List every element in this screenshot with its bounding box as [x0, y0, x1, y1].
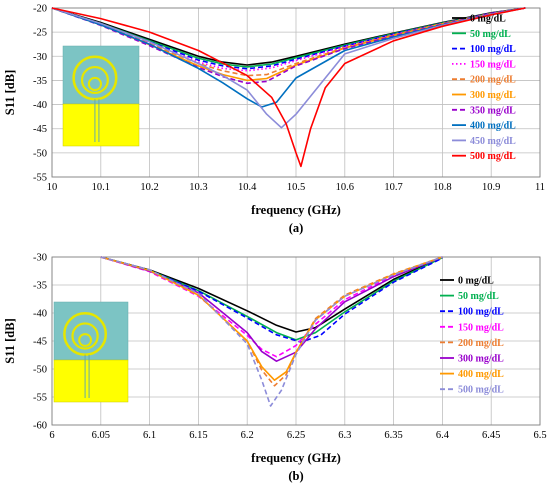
chart-panel-a: 10 10.1 10.2 10.3 10.4 10.5 10.6 10.7 10.8 10.9 11… — [3, 4, 545, 236]
x-tick-label: 6.2 — [241, 430, 254, 441]
x-tick-label: 10.5 — [287, 182, 305, 193]
x-tick-label: 6.3 — [338, 430, 351, 441]
legend: 0 mg/dL 50 mg/dL 100 mg/dL 150 mg/dL 200 mg/… — [452, 14, 516, 162]
legend: 0 mg/dL 50 mg/dL 100 mg/dL 150 mg/dL 200 mg/… — [440, 276, 504, 396]
x-tick-label: 6.35 — [384, 430, 402, 441]
x-axis-label: frequency (GHz) — [251, 451, 341, 465]
panel-label: (a) — [289, 221, 304, 235]
y-tick-label: -20 — [33, 4, 47, 15]
legend-label: 300 mg/dL — [470, 90, 516, 101]
x-tick-label: 6.25 — [287, 430, 305, 441]
y-tick-label: -50 — [33, 365, 47, 376]
panel-label: (b) — [288, 469, 303, 483]
x-tick-label: 6.15 — [189, 430, 207, 441]
x-tick-label: 6.45 — [482, 430, 500, 441]
legend-label: 500 mg/dL — [458, 385, 504, 396]
legend-label: 450 mg/dL — [470, 136, 516, 147]
legend-label: 0 mg/dL — [470, 14, 506, 25]
y-tick-label: -30 — [33, 52, 47, 63]
x-tick-label: 10.6 — [336, 182, 354, 193]
x-tick-label: 6 — [49, 430, 54, 441]
series-line — [51, 7, 526, 129]
chart-panel-b: 6 6.05 6.1 6.15 6.2 6.25 6.3 6.35 6.4 6.45 6.5 -30 -… — [3, 253, 547, 484]
y-tick-label: -55 — [33, 173, 47, 184]
y-axis-label: S11 [dB] — [3, 70, 17, 116]
legend-label: 0 mg/dL — [458, 276, 494, 287]
y-tick-label: -55 — [33, 393, 47, 404]
series-line — [100, 256, 443, 333]
x-tick-label: 6.5 — [533, 430, 546, 441]
legend-label: 200 mg/dL — [458, 338, 504, 349]
series-line — [100, 256, 443, 362]
legend-label: 50 mg/dL — [470, 29, 511, 40]
y-tick-label: -60 — [33, 421, 47, 432]
antenna-inset-image — [53, 301, 129, 403]
x-tick-label: 11 — [535, 182, 545, 193]
legend-label: 50 mg/dL — [458, 291, 499, 302]
antenna-inset-image — [62, 45, 140, 147]
y-tick-label: -30 — [33, 253, 47, 264]
y-tick-label: -40 — [33, 100, 47, 111]
series-line — [100, 256, 443, 343]
x-tick-label: 10.9 — [482, 182, 500, 193]
series-line — [100, 256, 443, 341]
series-line — [100, 256, 443, 407]
legend-label: 300 mg/dL — [458, 354, 504, 365]
y-tick-label: -50 — [33, 148, 47, 159]
series-line — [51, 7, 526, 68]
y-tick-label: -40 — [33, 309, 47, 320]
series-line — [51, 7, 526, 85]
legend-label: 400 mg/dL — [458, 369, 504, 380]
x-tick-label: 10.1 — [92, 182, 110, 193]
legend-label: 400 mg/dL — [470, 121, 516, 132]
x-axis-label: frequency (GHz) — [251, 203, 341, 217]
x-tick-label: 10 — [47, 182, 58, 193]
y-tick-label: -25 — [33, 28, 47, 39]
x-tick-label: 10.2 — [140, 182, 158, 193]
x-tick-label: 6.05 — [92, 430, 110, 441]
y-tick-label: -35 — [33, 76, 47, 87]
y-tick-label: -45 — [33, 337, 47, 348]
legend-label: 150 mg/dL — [458, 322, 504, 333]
y-axis-label: S11 [dB] — [3, 318, 17, 364]
x-tick-label: 6.1 — [143, 430, 156, 441]
y-tick-label: -35 — [33, 281, 47, 292]
x-tick-label: 10.7 — [384, 182, 402, 193]
legend-label: 500 mg/dL — [470, 151, 516, 162]
legend-label: 350 mg/dL — [470, 105, 516, 116]
x-tick-label: 10.3 — [189, 182, 207, 193]
y-tick-label: -45 — [33, 124, 47, 135]
legend-label: 100 mg/dL — [470, 44, 516, 55]
x-tick-label: 6.4 — [436, 430, 450, 441]
plot-frame — [51, 256, 541, 426]
legend-label: 150 mg/dL — [470, 59, 516, 70]
series-line — [51, 7, 526, 168]
x-tick-label: 10.4 — [238, 182, 257, 193]
x-tick-label: 10.8 — [433, 182, 451, 193]
legend-label: 200 mg/dL — [470, 75, 516, 86]
legend-label: 100 mg/dL — [458, 307, 504, 318]
plot-frame — [51, 7, 541, 178]
series-line — [100, 256, 443, 358]
